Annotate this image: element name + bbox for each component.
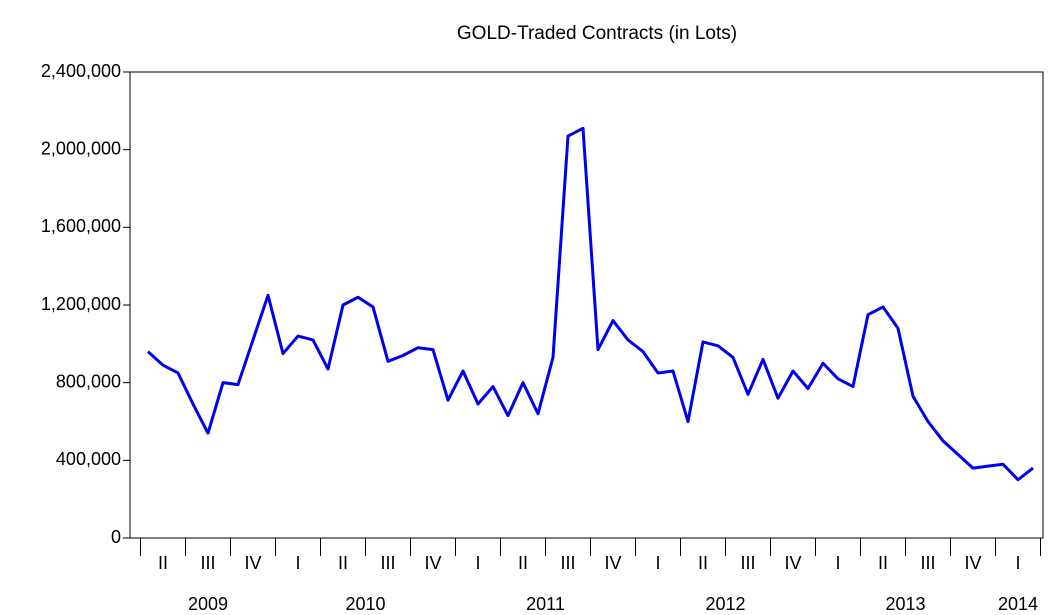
- plot-frame: [129, 71, 1044, 539]
- y-tick-label: 400,000: [56, 449, 121, 469]
- x-group-label: 2013: [885, 594, 925, 614]
- y-tick-label: 1,200,000: [41, 294, 121, 314]
- x-group-label: 2012: [705, 594, 745, 614]
- x-tick-label: I: [475, 553, 480, 573]
- x-group-label: 2009: [188, 594, 228, 614]
- x-tick-label: II: [338, 553, 348, 573]
- x-tick-label: IV: [244, 553, 261, 573]
- line: [146, 126, 1034, 482]
- x-group-label: 2010: [345, 594, 385, 614]
- x-tick-label: IV: [604, 553, 621, 573]
- x-tick-label: II: [158, 553, 168, 573]
- x-tick-label: II: [698, 553, 708, 573]
- x-tick-label: IV: [784, 553, 801, 573]
- x-tick-label: IV: [424, 553, 441, 573]
- y-tick-label: 1,600,000: [41, 216, 121, 236]
- x-tick-label: III: [920, 553, 935, 573]
- y-tick-label: 800,000: [56, 371, 121, 391]
- y-tick-label: 0: [111, 527, 121, 547]
- x-tick-label: I: [655, 553, 660, 573]
- x-tick-label: I: [1015, 553, 1020, 573]
- x-tick-label: III: [380, 553, 395, 573]
- x-group-label: 2011: [526, 594, 565, 614]
- chart-title: GOLD-Traded Contracts (in Lots): [457, 23, 737, 44]
- x-tick-label: III: [200, 553, 215, 573]
- x-tick-label: III: [560, 553, 575, 573]
- x-tick-label: I: [295, 553, 300, 573]
- x-tick-label: IV: [964, 553, 981, 573]
- y-tick-label: 2,000,000: [41, 138, 121, 158]
- x-tick-label: II: [878, 553, 888, 573]
- x-tick-label: III: [740, 553, 755, 573]
- y-tick-label: 2,400,000: [41, 61, 121, 81]
- x-tick-label: I: [835, 553, 840, 573]
- x-tick-label: II: [518, 553, 528, 573]
- x-group-label: 2014: [998, 594, 1038, 614]
